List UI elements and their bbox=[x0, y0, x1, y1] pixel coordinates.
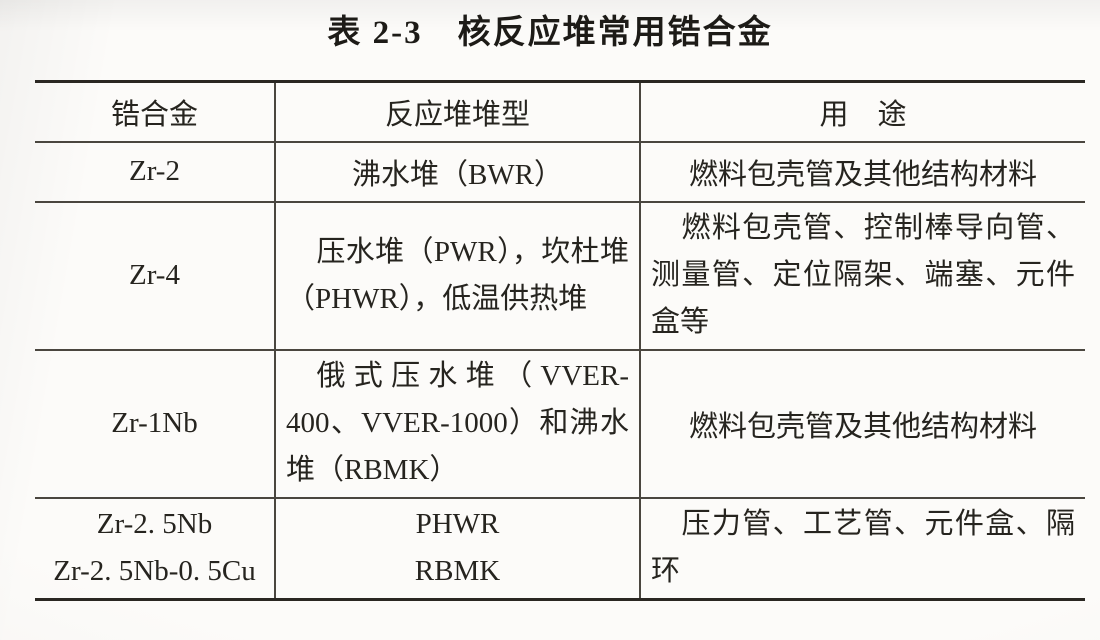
alloy-cell: Zr-2 bbox=[35, 140, 276, 203]
usage-cell: 燃料包壳管及其他结构材料 bbox=[639, 140, 1085, 203]
usage-cell: 压力管、工艺管、元件盒、隔环 bbox=[639, 496, 1085, 601]
reactor-type-cell: 俄式压水堆（VVER-400、VVER-1000）和沸水堆（RBMK） bbox=[274, 348, 641, 499]
reactor-type-cell: 沸水堆（BWR） bbox=[274, 140, 641, 203]
header-alloy: 锆合金 bbox=[35, 80, 276, 143]
header-reactor-type: 反应堆堆型 bbox=[274, 80, 641, 143]
alloy-cell: Zr-2. 5Nb Zr-2. 5Nb-0. 5Cu bbox=[35, 496, 276, 601]
table-row: Zr-2. 5Nb Zr-2. 5Nb-0. 5Cu PHWR RBMK 压力管… bbox=[35, 496, 1085, 601]
usage-cell: 燃料包壳管、控制棒导向管、测量管、定位隔架、端塞、元件盒等 bbox=[639, 200, 1085, 351]
alloy-cell: Zr-4 bbox=[35, 200, 276, 351]
alloy-cell: Zr-1Nb bbox=[35, 348, 276, 499]
header-usage: 用 途 bbox=[639, 80, 1085, 143]
zirconium-alloy-table: 锆合金 反应堆堆型 用 途 Zr-2 沸水堆（BWR） 燃料包壳管及其他结构材料… bbox=[35, 80, 1085, 601]
reactor-type-cell: PHWR RBMK bbox=[274, 496, 641, 601]
table-title: 表 2-3 核反应堆常用锆合金 bbox=[327, 15, 773, 51]
table-row: Zr-1Nb 俄式压水堆（VVER-400、VVER-1000）和沸水堆（RBM… bbox=[35, 348, 1085, 499]
table-row: Zr-4 压水堆（PWR），坎杜堆（PHWR），低温供热堆 燃料包壳管、控制棒导… bbox=[35, 200, 1085, 351]
table-header-row: 锆合金 反应堆堆型 用 途 bbox=[35, 80, 1085, 143]
usage-cell: 燃料包壳管及其他结构材料 bbox=[639, 348, 1085, 499]
reactor-type-cell: 压水堆（PWR），坎杜堆（PHWR），低温供热堆 bbox=[274, 200, 641, 351]
table-row: Zr-2 沸水堆（BWR） 燃料包壳管及其他结构材料 bbox=[35, 140, 1085, 203]
